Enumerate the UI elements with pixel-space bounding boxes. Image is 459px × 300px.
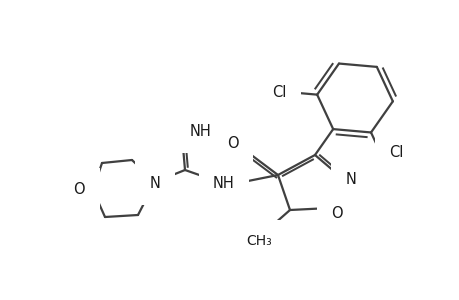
Text: CH₃: CH₃ xyxy=(246,234,271,248)
Text: N: N xyxy=(149,176,160,190)
Text: NH: NH xyxy=(213,176,235,191)
Text: O: O xyxy=(330,206,342,220)
Text: O: O xyxy=(227,136,238,152)
Text: O: O xyxy=(73,182,85,197)
Text: Cl: Cl xyxy=(388,145,403,160)
Text: NH: NH xyxy=(190,124,211,139)
Text: N: N xyxy=(345,172,356,187)
Text: Cl: Cl xyxy=(271,85,286,100)
